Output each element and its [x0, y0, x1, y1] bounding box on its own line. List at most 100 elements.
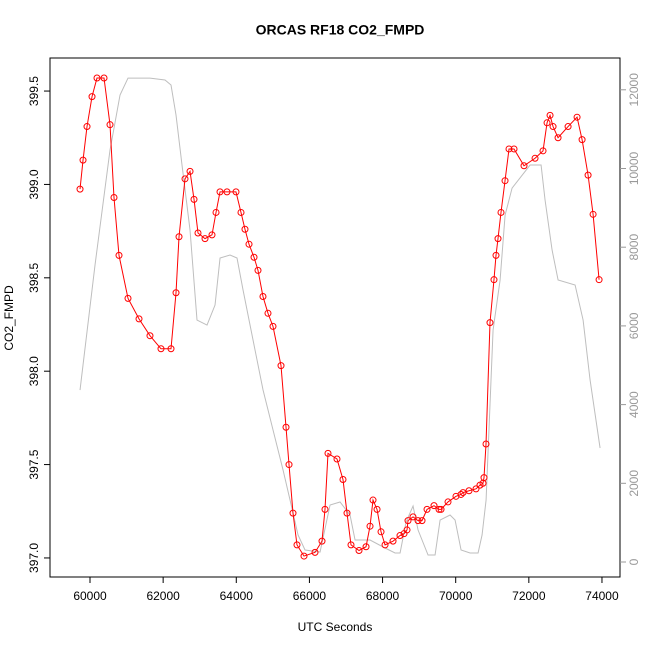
- data-point: [389, 537, 397, 545]
- x-tick-label: 70000: [439, 589, 473, 603]
- data-point: [510, 145, 518, 153]
- data-point: [285, 461, 293, 469]
- data-point: [457, 490, 465, 498]
- data-point: [578, 136, 586, 144]
- data-point: [254, 266, 262, 274]
- data-point: [573, 113, 581, 121]
- series-line: [79, 77, 601, 556]
- data-point: [181, 175, 189, 183]
- data-point: [83, 123, 91, 131]
- data-point: [115, 251, 123, 259]
- x-tick-label: 66000: [293, 589, 327, 603]
- data-point: [237, 208, 245, 216]
- plot-frame: [49, 57, 621, 578]
- data-point: [564, 123, 572, 131]
- data-point: [208, 231, 216, 239]
- data-point: [333, 455, 341, 463]
- data-point: [311, 548, 319, 556]
- y2-tick-label: 10000: [627, 151, 641, 185]
- data-point: [437, 505, 445, 513]
- data-point: [250, 253, 258, 261]
- data-point: [430, 502, 438, 510]
- data-point: [106, 121, 114, 129]
- data-point: [175, 233, 183, 241]
- data-point: [318, 537, 326, 545]
- data-point: [403, 526, 411, 534]
- x-axis-label: UTC Seconds: [298, 620, 373, 634]
- y-tick-label: 397.5: [27, 449, 41, 479]
- data-point: [324, 449, 332, 457]
- data-point: [490, 276, 498, 284]
- data-point: [549, 123, 557, 131]
- data-point: [595, 276, 603, 284]
- data-point: [418, 517, 426, 525]
- data-point: [172, 289, 180, 297]
- data-point: [373, 505, 381, 513]
- data-point: [435, 505, 443, 513]
- data-point: [282, 423, 290, 431]
- data-point: [110, 194, 118, 202]
- data-point: [76, 185, 84, 193]
- data-point: [100, 74, 108, 82]
- data-point: [289, 509, 297, 517]
- data-point: [546, 111, 554, 119]
- data-point: [482, 440, 490, 448]
- data-point: [381, 541, 389, 549]
- chart-title: ORCAS RF18 CO2_FMPD: [256, 22, 425, 38]
- data-point: [232, 188, 240, 196]
- data-point: [423, 505, 431, 513]
- data-point: [404, 517, 412, 525]
- data-point: [264, 309, 272, 317]
- data-point: [584, 171, 592, 179]
- data-point: [167, 345, 175, 353]
- data-point: [269, 322, 277, 330]
- data-point: [300, 552, 308, 560]
- x-tick-label: 68000: [366, 589, 400, 603]
- y2-tick-label: 4000: [627, 391, 641, 418]
- y2-tick-label: 12000: [627, 73, 641, 107]
- data-point: [190, 195, 198, 203]
- y-tick-label: 399.0: [27, 169, 41, 199]
- data-point: [472, 485, 480, 493]
- data-point: [343, 509, 351, 517]
- data-point: [589, 210, 597, 218]
- y-tick-label: 398.0: [27, 356, 41, 386]
- data-point: [135, 315, 143, 323]
- data-point: [409, 513, 417, 521]
- data-point: [505, 145, 513, 153]
- x-tick-label: 60000: [73, 589, 107, 603]
- data-point: [259, 292, 267, 300]
- data-point: [339, 476, 347, 484]
- y-tick-label: 399.5: [27, 76, 41, 106]
- x-tick-label: 74000: [585, 589, 619, 603]
- y2-tick-label: 0: [627, 558, 641, 565]
- data-point: [194, 229, 202, 237]
- data-point: [366, 522, 374, 530]
- data-point: [414, 517, 422, 525]
- data-point: [355, 546, 363, 554]
- data-point: [369, 496, 377, 504]
- y-tick-label: 398.5: [27, 262, 41, 292]
- data-point: [465, 487, 473, 495]
- x-tick-label: 62000: [146, 589, 180, 603]
- data-point: [554, 134, 562, 142]
- y-tick-label: 397.0: [27, 543, 41, 573]
- data-point: [396, 532, 404, 540]
- data-point: [245, 240, 253, 248]
- data-point: [79, 156, 87, 164]
- y2-tick-label: 6000: [627, 312, 641, 339]
- data-point: [497, 208, 505, 216]
- data-point: [362, 543, 370, 551]
- data-point: [93, 74, 101, 82]
- data-point: [539, 147, 547, 155]
- data-point: [124, 294, 132, 302]
- data-point: [531, 154, 539, 162]
- data-point: [201, 235, 209, 243]
- data-point: [377, 528, 385, 536]
- data-point: [157, 345, 165, 353]
- x-tick-label: 64000: [220, 589, 254, 603]
- data-point: [88, 93, 96, 101]
- data-point: [444, 498, 452, 506]
